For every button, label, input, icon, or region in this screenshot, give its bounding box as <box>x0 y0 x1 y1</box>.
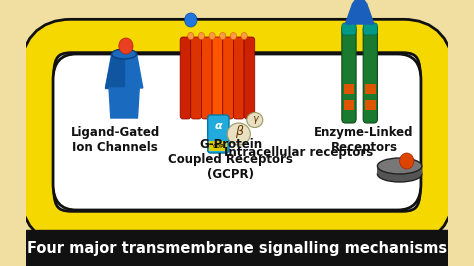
Circle shape <box>209 32 215 39</box>
Polygon shape <box>106 54 143 88</box>
FancyBboxPatch shape <box>208 115 229 153</box>
FancyBboxPatch shape <box>363 25 377 123</box>
Circle shape <box>400 153 414 169</box>
Bar <box>377 166 422 174</box>
FancyBboxPatch shape <box>191 37 201 119</box>
Text: β: β <box>235 126 243 139</box>
Circle shape <box>241 32 247 39</box>
Bar <box>27 230 447 266</box>
FancyBboxPatch shape <box>201 37 212 119</box>
FancyBboxPatch shape <box>363 23 377 35</box>
FancyBboxPatch shape <box>342 23 356 35</box>
Ellipse shape <box>227 123 250 145</box>
Circle shape <box>219 32 226 39</box>
Text: γ: γ <box>252 114 258 124</box>
Circle shape <box>188 32 194 39</box>
FancyBboxPatch shape <box>244 37 255 119</box>
Text: Enzyme-Linked
Receptors: Enzyme-Linked Receptors <box>314 126 414 154</box>
Bar <box>365 100 375 110</box>
Bar <box>365 84 375 94</box>
Polygon shape <box>109 88 139 118</box>
FancyBboxPatch shape <box>212 37 223 119</box>
Text: α: α <box>215 121 222 131</box>
Ellipse shape <box>247 113 263 127</box>
Bar <box>210 141 227 151</box>
Text: Ligand-Gated
Ion Channels: Ligand-Gated Ion Channels <box>71 126 160 154</box>
Ellipse shape <box>112 49 137 59</box>
FancyBboxPatch shape <box>180 37 191 119</box>
Ellipse shape <box>377 166 422 182</box>
Text: Four major transmembrane signalling mechanisms: Four major transmembrane signalling mech… <box>27 240 447 256</box>
Ellipse shape <box>377 158 422 174</box>
Text: G-Protein
Coupled Receptors
(GCPR): G-Protein Coupled Receptors (GCPR) <box>168 138 293 181</box>
Text: Intracellular receptors: Intracellular receptors <box>224 146 373 159</box>
FancyBboxPatch shape <box>37 36 437 228</box>
Text: GDP: GDP <box>212 143 224 148</box>
Polygon shape <box>346 4 374 24</box>
Polygon shape <box>353 0 367 4</box>
Circle shape <box>230 32 237 39</box>
Bar <box>344 84 354 94</box>
Circle shape <box>198 32 205 39</box>
Circle shape <box>119 38 133 54</box>
FancyBboxPatch shape <box>54 55 420 209</box>
Polygon shape <box>106 54 124 88</box>
FancyBboxPatch shape <box>223 37 234 119</box>
Bar <box>344 100 354 110</box>
FancyBboxPatch shape <box>342 25 356 123</box>
FancyBboxPatch shape <box>234 37 244 119</box>
Circle shape <box>184 13 197 27</box>
